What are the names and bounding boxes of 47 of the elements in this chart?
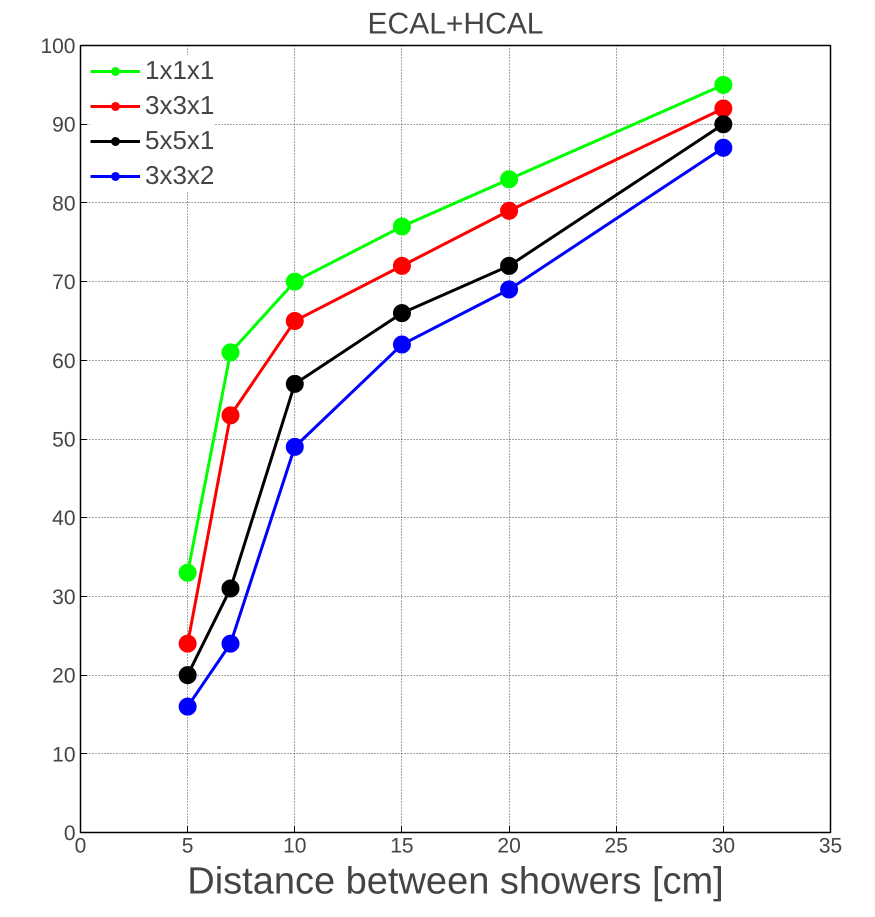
point	[392, 256, 411, 275]
legend-label: 3x3x2	[145, 160, 214, 191]
x-tick-label: 10	[283, 834, 306, 858]
y-tick-label: 40	[52, 507, 76, 530]
point	[222, 343, 240, 362]
point	[500, 170, 518, 188]
legend-label: 1x1x1	[145, 55, 214, 86]
point	[222, 406, 240, 424]
point	[714, 76, 732, 94]
point	[500, 280, 518, 298]
point	[392, 336, 411, 354]
y-tick-label: 80	[52, 192, 76, 216]
x-tick-label: 25	[604, 834, 628, 858]
point	[178, 634, 197, 653]
point	[222, 634, 240, 653]
legend-label: 5x5x1	[145, 125, 214, 156]
point	[178, 564, 197, 582]
point	[178, 698, 197, 716]
y-tick-label: 70	[52, 271, 76, 294]
chart-title: ECAL+HCAL	[368, 8, 544, 40]
point	[286, 438, 304, 456]
point	[286, 312, 304, 330]
point	[286, 272, 304, 291]
x-tick-label: 30	[712, 834, 736, 858]
y-tick-label: 60	[52, 350, 76, 373]
point	[392, 218, 411, 236]
point	[500, 256, 518, 275]
y-tick-label: 30	[52, 586, 76, 609]
point	[222, 580, 240, 598]
point	[392, 304, 411, 322]
point	[714, 99, 732, 118]
legend-label: 3x3x1	[145, 90, 214, 121]
x-tick-label: 15	[390, 834, 414, 858]
y-tick-label: 20	[52, 664, 76, 688]
point	[286, 374, 304, 393]
x-tick-label: 35	[818, 834, 842, 858]
x-tick-label: 5	[182, 834, 194, 858]
point	[178, 666, 197, 684]
y-tick-label: 50	[52, 428, 76, 452]
point	[500, 202, 518, 220]
y-tick-label: 90	[52, 114, 76, 137]
point	[714, 115, 732, 134]
y-tick-label: 100	[40, 35, 76, 58]
x-axis-title: Distance between showers [cm]	[187, 860, 724, 902]
x-tick-label: 20	[497, 834, 521, 858]
point	[714, 138, 732, 157]
y-tick-label: 10	[52, 743, 76, 766]
